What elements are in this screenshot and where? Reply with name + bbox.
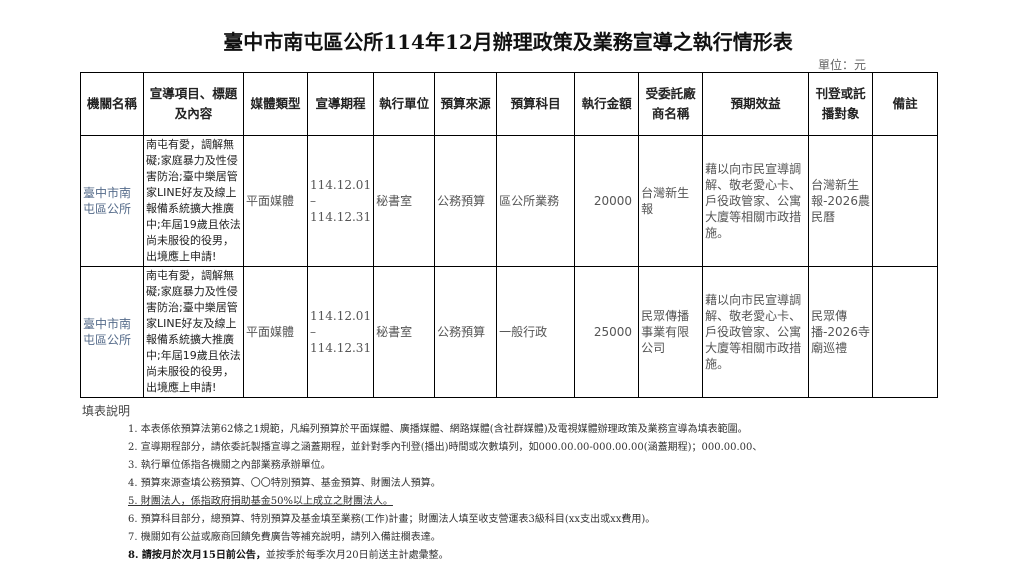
col-unit: 執行單位 [373, 72, 436, 136]
notes-section: 填表說明 1. 本表係依預算法第62條之1規範，凡編列預算於平面媒體、廣播媒體、… [82, 402, 762, 565]
cell-note [872, 266, 939, 398]
cell-org: 臺中市南屯區公所 [80, 135, 144, 267]
cell-source: 公務預算 [434, 135, 498, 267]
note-item: 6. 預算科目部分，總預算、特別預算及基金填至業務(工作)計畫；財團法人填至收支… [128, 514, 656, 525]
cell-unit: 秘書室 [373, 135, 436, 267]
cell-vendor: 台灣新生報 [638, 135, 704, 267]
col-source: 預算來源 [434, 72, 498, 136]
note-item: 5. 財團法人，係指政府捐助基金50%以上成立之財團法人。 [128, 496, 393, 507]
cell-period: 114.12.01 – 114.12.31 [306, 266, 375, 398]
col-amount: 執行金額 [574, 72, 640, 136]
note-8-rest: 並按季於每季次月20日前送主計處彙整。 [265, 550, 449, 561]
note-item: 2. 宣導期程部分，請依委託製播宣導之涵蓋期程，並針對季內刊登(播出)時間或次數… [128, 442, 763, 453]
cell-period: 114.12.01 – 114.12.31 [306, 135, 375, 267]
note-item: 8. 請按月於次月15日前公告，並按季於每季次月20日前送主計處彙整。 [128, 547, 762, 565]
note-item: 7. 機關如有公益或廠商回饋免費廣告等補充說明，請列入備註欄表達。 [128, 532, 441, 543]
col-benefit: 預期效益 [702, 72, 810, 136]
cell-media: 平面媒體 [243, 266, 308, 398]
cell-subject: 一般行政 [496, 266, 576, 398]
col-content: 宣導項目、標題及內容 [143, 72, 244, 136]
table-row: 臺中市南屯區公所 南屯有愛，調解無礙;家庭暴力及性侵害防治;臺中樂居管家LINE… [80, 135, 939, 267]
cell-vendor: 民眾傳播事業有限公司 [638, 266, 704, 398]
col-subject: 預算科目 [496, 72, 576, 136]
note-item: 1. 本表係依預算法第62條之1規範，凡編列預算於平面媒體、廣播媒體、網路媒體(… [128, 424, 748, 435]
cell-benefit: 藉以向市民宣導調解、敬老愛心卡、戶役政管家、公寓大廈等相關市政措施。 [702, 135, 810, 267]
cell-target: 台灣新生報-2026農民曆 [808, 135, 874, 267]
cell-note [872, 135, 939, 267]
col-media: 媒體類型 [243, 72, 308, 136]
col-period: 宣導期程 [306, 72, 375, 136]
notes-title: 填表說明 [82, 404, 131, 418]
col-target: 刊登或託播對象 [808, 72, 874, 136]
cell-content: 南屯有愛，調解無礙;家庭暴力及性侵害防治;臺中樂居管家LINE好友及線上報備系統… [143, 135, 244, 267]
cell-amount: 20000 [574, 135, 640, 267]
note-8-bold: 8. 請按月於次月15日前公告， [128, 550, 266, 561]
execution-table: 機關名稱 宣導項目、標題及內容 媒體類型 宣導期程 執行單位 預算來源 預算科目… [80, 72, 939, 398]
col-org: 機關名稱 [80, 72, 144, 136]
note-item: 3. 執行單位係指各機關之內部業務承辦單位。 [128, 460, 331, 471]
cell-content: 南屯有愛，調解無礙;家庭暴力及性侵害防治;臺中樂居管家LINE好友及線上報備系統… [143, 266, 244, 398]
header-row: 機關名稱 宣導項目、標題及內容 媒體類型 宣導期程 執行單位 預算來源 預算科目… [80, 72, 939, 136]
cell-benefit: 藉以向市民宣導調解、敬老愛心卡、戶役政管家、公寓大廈等相關市政措施。 [702, 266, 810, 398]
cell-subject: 區公所業務 [496, 135, 576, 267]
col-vendor: 受委託廠商名稱 [638, 72, 704, 136]
cell-source: 公務預算 [434, 266, 498, 398]
cell-unit: 秘書室 [373, 266, 436, 398]
note-item: 4. 預算來源查填公務預算、〇〇特別預算、基金預算、財團法人預算。 [128, 478, 441, 489]
col-note: 備註 [872, 72, 939, 136]
cell-org: 臺中市南屯區公所 [80, 266, 144, 398]
cell-media: 平面媒體 [243, 135, 308, 267]
unit-label: 單位：元 [818, 58, 867, 72]
page-title: 臺中市南屯區公所114年12月辦理政策及業務宣導之執行情形表 [223, 30, 793, 54]
cell-target: 民眾傳播-2026寺廟巡禮 [808, 266, 874, 398]
table-row: 臺中市南屯區公所 南屯有愛，調解無礙;家庭暴力及性侵害防治;臺中樂居管家LINE… [80, 266, 939, 398]
cell-amount: 25000 [574, 266, 640, 398]
